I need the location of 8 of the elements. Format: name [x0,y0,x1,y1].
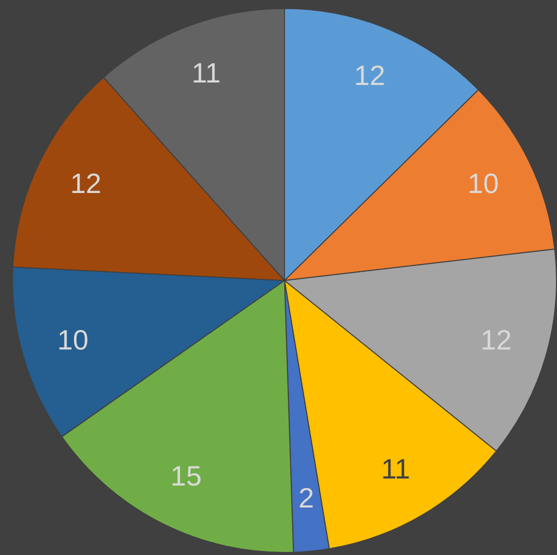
data-label: 12 [354,60,386,92]
data-label: 11 [192,57,221,88]
data-label: 12 [70,168,102,200]
data-label: 10 [57,324,88,356]
data-label: 10 [468,168,499,200]
data-label: 2 [298,482,314,514]
data-label: 11 [381,453,410,484]
data-label: 15 [170,460,202,492]
